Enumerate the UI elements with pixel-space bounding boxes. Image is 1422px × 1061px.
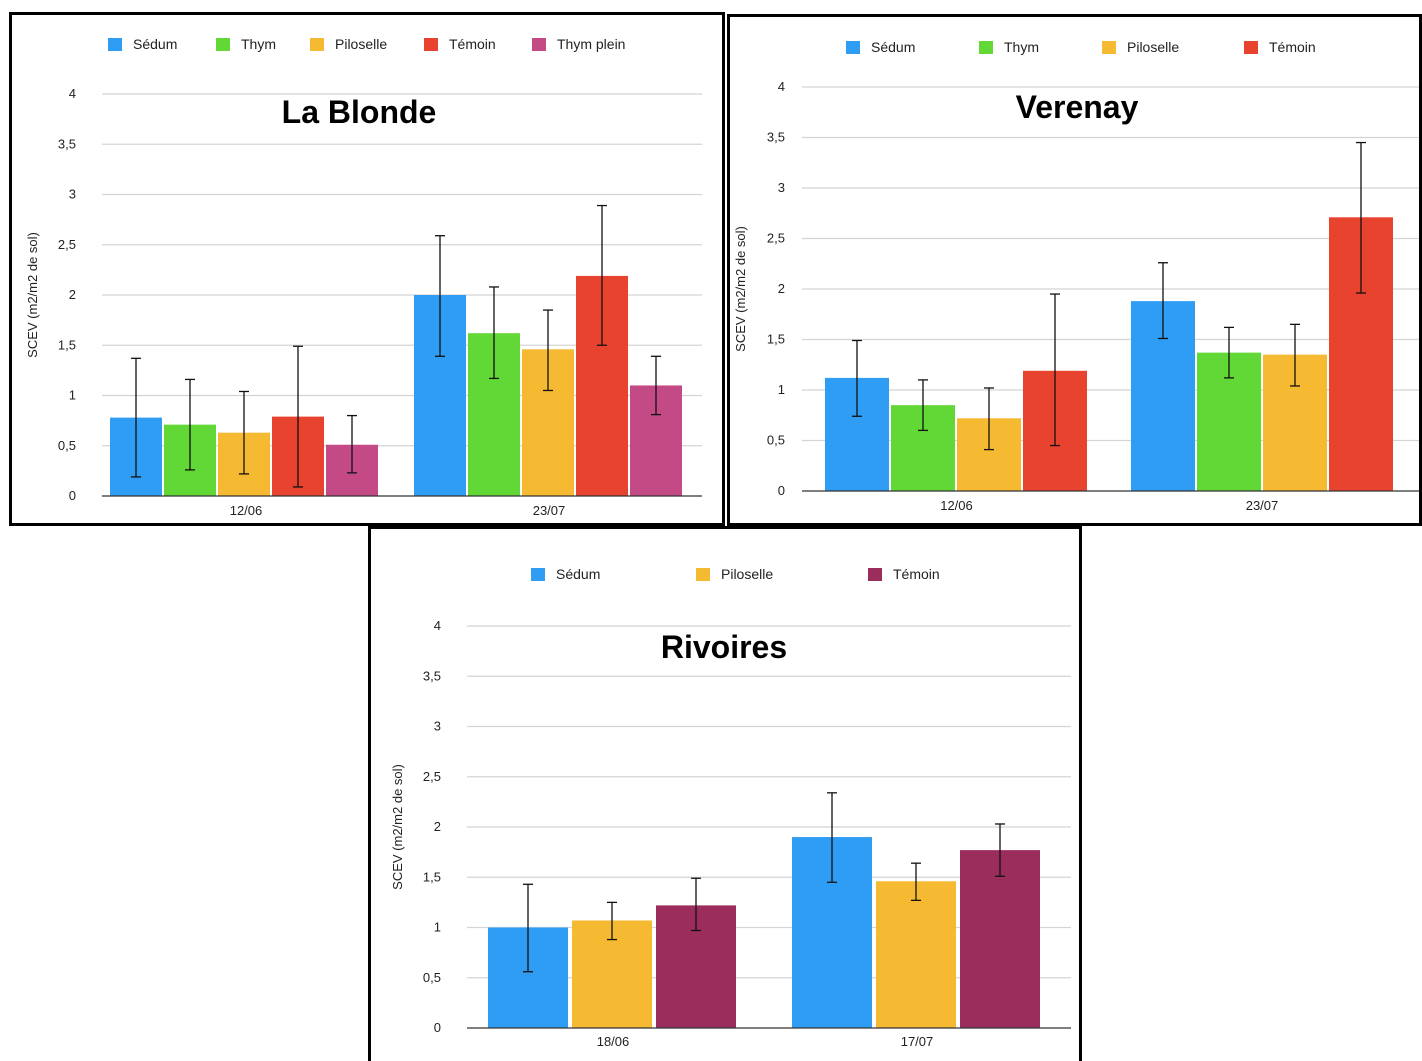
- y-tick-label: 1: [434, 920, 441, 935]
- legend-swatch: [108, 38, 122, 51]
- y-tick-label: 2,5: [58, 237, 76, 252]
- legend-label: Piloselle: [721, 566, 773, 582]
- y-tick-label: 0: [778, 483, 785, 498]
- y-tick-label: 3: [434, 719, 441, 734]
- y-tick-label: 4: [778, 79, 785, 94]
- chart-title: Rivoires: [661, 629, 787, 665]
- legend-label: Sédum: [133, 36, 177, 52]
- legend-label: Témoin: [1269, 39, 1316, 55]
- y-tick-label: 1,5: [58, 337, 76, 352]
- legend-swatch: [424, 38, 438, 51]
- bar: [876, 881, 956, 1028]
- x-tick-label: 23/07: [1246, 498, 1279, 513]
- y-tick-label: 3,5: [767, 130, 785, 145]
- legend-swatch: [216, 38, 230, 51]
- y-tick-label: 0,5: [58, 438, 76, 453]
- legend-label: Thym plein: [557, 36, 625, 52]
- legend-label: Thym: [1004, 39, 1039, 55]
- chart-la-blonde: 0 0,5 1 1,5 2 2,5 3 3,5 4 12/06 23/07 Sédum Thym Pilo…: [25, 36, 702, 518]
- y-tick-label: 4: [69, 86, 76, 101]
- y-tick-label: 1: [69, 388, 76, 403]
- legend-swatch: [868, 568, 882, 581]
- y-tick-label: 1,5: [767, 332, 785, 347]
- y-tick-label: 2: [434, 819, 441, 834]
- y-tick-label: 0: [434, 1020, 441, 1035]
- chart-panel-rivoires: 0 0,5 1 1,5 2 2,5 3 3,5 4 18/06 17/07 Sédum Pilosell…: [368, 526, 1082, 1061]
- x-tick-label: 18/06: [597, 1034, 630, 1049]
- x-tick-label: 12/06: [940, 498, 973, 513]
- y-tick-label: 4: [434, 618, 441, 633]
- y-tick-label: 2,5: [767, 231, 785, 246]
- x-tick-label: 17/07: [901, 1034, 934, 1049]
- chart-title: Verenay: [1016, 89, 1139, 125]
- chart-title: La Blonde: [282, 94, 437, 130]
- y-tick-label: 3: [778, 180, 785, 195]
- y-tick-label: 3: [69, 187, 76, 202]
- legend-label: Témoin: [893, 566, 940, 582]
- legend-label: Sédum: [556, 566, 600, 582]
- y-tick-label: 0: [69, 488, 76, 503]
- x-tick-label: 23/07: [533, 503, 566, 518]
- y-tick-label: 2: [69, 287, 76, 302]
- legend-label: Thym: [241, 36, 276, 52]
- y-tick-label: 3,5: [58, 136, 76, 151]
- legend-label: Piloselle: [1127, 39, 1179, 55]
- y-axis-label: SCEV (m2/m2 de sol): [25, 232, 40, 358]
- legend-swatch: [310, 38, 324, 51]
- legend-label: Piloselle: [335, 36, 387, 52]
- legend-swatch: [979, 41, 993, 54]
- legend-swatch: [1244, 41, 1258, 54]
- y-tick-label: 0,5: [767, 433, 785, 448]
- y-tick-label: 0,5: [423, 970, 441, 985]
- legend-swatch: [532, 38, 546, 51]
- legend-swatch: [531, 568, 545, 581]
- chart-verenay: 0 0,5 1 1,5 2 2,5 3 3,5 4 12/06 23/07 Sédum Thym Pilo…: [733, 39, 1419, 513]
- legend-label: Témoin: [449, 36, 496, 52]
- legend-swatch: [846, 41, 860, 54]
- y-tick-label: 2: [778, 281, 785, 296]
- legend-swatch: [696, 568, 710, 581]
- y-axis-label: SCEV (m2/m2 de sol): [390, 764, 405, 890]
- legend-swatch: [1102, 41, 1116, 54]
- legend-label: Sédum: [871, 39, 915, 55]
- y-tick-label: 2,5: [423, 769, 441, 784]
- y-tick-label: 1,5: [423, 869, 441, 884]
- x-tick-label: 12/06: [230, 503, 263, 518]
- chart-rivoires: 0 0,5 1 1,5 2 2,5 3 3,5 4 18/06 17/07 Sédum Pilosell…: [390, 566, 1071, 1049]
- y-tick-label: 3,5: [423, 668, 441, 683]
- bar: [960, 850, 1040, 1028]
- chart-panel-la-blonde: 0 0,5 1 1,5 2 2,5 3 3,5 4 12/06 23/07 Sédum Thym Pilo…: [9, 12, 725, 526]
- chart-panel-verenay: 0 0,5 1 1,5 2 2,5 3 3,5 4 12/06 23/07 Sédum Thym Pilo…: [727, 14, 1422, 526]
- y-axis-label: SCEV (m2/m2 de sol): [733, 226, 748, 352]
- y-tick-label: 1: [778, 382, 785, 397]
